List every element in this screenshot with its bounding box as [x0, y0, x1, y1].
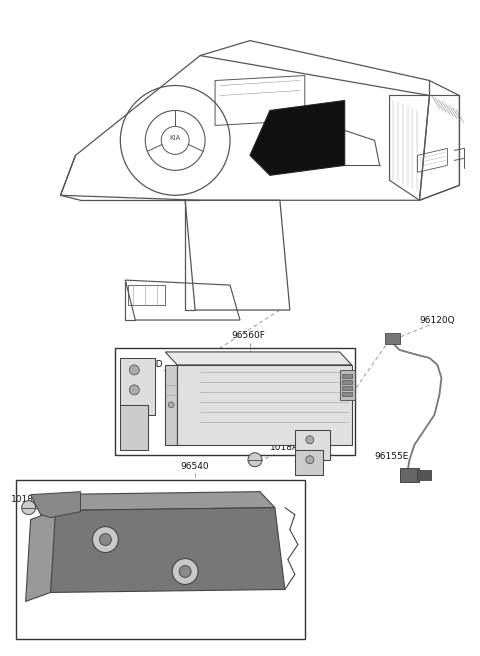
Circle shape	[172, 558, 198, 584]
Text: 1018AD: 1018AD	[11, 495, 47, 504]
Bar	[342, 392, 352, 396]
Text: 96155D: 96155D	[128, 360, 163, 369]
Circle shape	[99, 533, 111, 546]
Polygon shape	[165, 352, 352, 365]
Polygon shape	[31, 491, 81, 518]
Circle shape	[306, 436, 314, 443]
Text: 96173: 96173	[130, 542, 159, 551]
Polygon shape	[25, 510, 56, 602]
Polygon shape	[418, 470, 432, 480]
Polygon shape	[399, 468, 420, 482]
Circle shape	[22, 501, 36, 514]
Polygon shape	[177, 365, 352, 445]
Polygon shape	[295, 430, 330, 460]
Circle shape	[306, 456, 314, 464]
Polygon shape	[250, 100, 345, 175]
Polygon shape	[41, 508, 285, 592]
Bar	[342, 386, 352, 390]
Bar	[342, 374, 352, 378]
Circle shape	[129, 385, 139, 395]
Circle shape	[248, 453, 262, 466]
Text: 96120Q: 96120Q	[420, 316, 455, 325]
Text: 96540: 96540	[181, 462, 209, 471]
Text: 96560F: 96560F	[231, 331, 265, 340]
Bar	[342, 380, 352, 384]
Circle shape	[93, 527, 119, 552]
Polygon shape	[165, 365, 177, 445]
Polygon shape	[41, 491, 275, 510]
Text: 1018AD: 1018AD	[270, 443, 306, 452]
Polygon shape	[340, 370, 355, 400]
Polygon shape	[384, 333, 399, 344]
Text: KIA: KIA	[169, 135, 181, 142]
Text: 96173: 96173	[176, 579, 204, 588]
Polygon shape	[120, 405, 148, 450]
Circle shape	[129, 365, 139, 375]
Circle shape	[168, 402, 174, 408]
Text: 96155E: 96155E	[374, 452, 409, 461]
Polygon shape	[295, 450, 323, 475]
Circle shape	[179, 565, 191, 577]
Polygon shape	[120, 358, 155, 415]
